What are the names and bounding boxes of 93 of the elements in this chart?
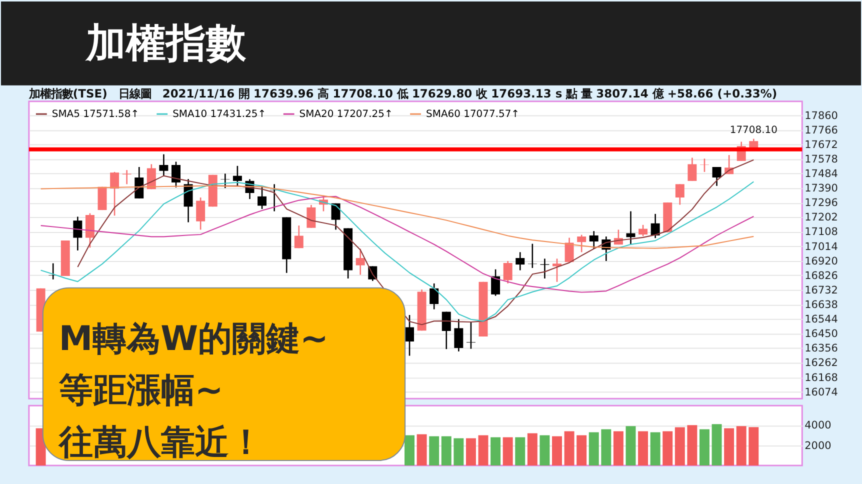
candlestick bbox=[577, 234, 586, 253]
line-series bbox=[40, 196, 754, 293]
bar bbox=[441, 436, 452, 466]
bar bbox=[650, 432, 660, 466]
y-tick-label: 17108 bbox=[804, 226, 838, 238]
bar bbox=[699, 429, 710, 466]
candlestick bbox=[650, 213, 660, 239]
candlestick bbox=[491, 268, 500, 296]
bar bbox=[552, 436, 562, 466]
y-tick-label: 16168 bbox=[804, 372, 838, 384]
candlestick bbox=[626, 210, 636, 246]
y-tick-label: 16544 bbox=[804, 314, 838, 326]
legend-label: SMA10 17431.25↑ bbox=[172, 109, 266, 120]
y-tick-label: 2000 bbox=[804, 440, 832, 452]
y-tick-label: 17578 bbox=[804, 153, 838, 166]
bar bbox=[724, 428, 734, 466]
candlestick bbox=[442, 311, 451, 350]
candlestick bbox=[184, 178, 193, 223]
candlestick bbox=[232, 165, 242, 187]
bar bbox=[416, 434, 427, 466]
candlestick bbox=[159, 154, 168, 176]
y-tick-label: 16074 bbox=[804, 386, 838, 398]
candlestick bbox=[405, 314, 414, 356]
bar bbox=[540, 435, 550, 466]
y-tick-label: 17766 bbox=[804, 124, 838, 136]
chart-subtitle: 加權指數(TSE) 日線圖 2021/11/16 開 17639.96 高 17708.10 低 17629.80 收 17693.13 s 點 量 3807.14 億 +58.66 (+0.33%) bbox=[28, 86, 778, 100]
legend-label: SMA60 17077.57↑ bbox=[426, 109, 520, 120]
bar bbox=[576, 435, 587, 466]
bar bbox=[502, 437, 513, 466]
bar bbox=[478, 435, 488, 466]
y-tick-label: 17390 bbox=[804, 182, 838, 195]
bar bbox=[564, 431, 574, 466]
candlestick bbox=[294, 224, 304, 249]
bar bbox=[454, 438, 464, 466]
y-tick-label: 17202 bbox=[804, 212, 838, 224]
y-tick-label: 16732 bbox=[804, 284, 838, 296]
annotation: 17708.10 bbox=[730, 124, 778, 136]
y-tick-label: 17672 bbox=[804, 138, 838, 151]
y-tick-label: 4000 bbox=[804, 420, 832, 432]
bar bbox=[515, 437, 526, 466]
y-tick-label: 17484 bbox=[804, 168, 838, 180]
y-tick-label: 17014 bbox=[804, 240, 838, 253]
candlestick bbox=[712, 166, 722, 187]
y-tick-label: 16450 bbox=[804, 328, 838, 340]
legend-label: SMA20 17207.25↑ bbox=[299, 109, 393, 120]
line-series bbox=[40, 181, 754, 322]
candlestick bbox=[503, 260, 512, 284]
bar bbox=[712, 424, 722, 466]
candlestick bbox=[110, 171, 120, 216]
candlestick bbox=[356, 248, 365, 276]
bar bbox=[601, 429, 612, 466]
bar bbox=[404, 435, 414, 466]
bar bbox=[736, 426, 746, 466]
y-tick-label: 17296 bbox=[804, 197, 838, 210]
bar bbox=[429, 436, 440, 466]
bar bbox=[588, 432, 599, 466]
bar bbox=[466, 438, 476, 466]
candlestick bbox=[700, 158, 709, 173]
candlestick bbox=[306, 204, 316, 228]
candlestick bbox=[430, 282, 439, 310]
bar bbox=[748, 427, 759, 466]
candlestick bbox=[589, 230, 598, 250]
annotation: M轉為W的關鍵~ 等距漲幅~ 往萬八靠近！ bbox=[58, 318, 328, 462]
candlestick bbox=[85, 212, 94, 248]
y-tick-label: 17860 bbox=[804, 110, 838, 122]
bar bbox=[626, 426, 636, 466]
candlestick bbox=[172, 161, 180, 188]
bar bbox=[613, 431, 624, 466]
legend-label: SMA5 17571.58↑ bbox=[52, 109, 140, 120]
candlestick bbox=[638, 224, 648, 237]
candlestick bbox=[516, 252, 525, 271]
candlestick bbox=[688, 157, 697, 182]
candlestick bbox=[454, 318, 464, 352]
bar bbox=[662, 431, 673, 466]
bar bbox=[638, 431, 648, 466]
candlestick bbox=[675, 184, 684, 206]
y-tick-label: 16826 bbox=[804, 270, 838, 282]
candlestick bbox=[73, 216, 82, 252]
candlestick bbox=[220, 172, 230, 189]
bar bbox=[687, 425, 698, 466]
bar bbox=[527, 433, 538, 466]
y-tick-label: 16356 bbox=[804, 342, 838, 355]
y-tick-label: 16262 bbox=[804, 357, 838, 370]
candlestick bbox=[196, 196, 206, 230]
y-tick-label: 16638 bbox=[804, 298, 838, 311]
candlestick bbox=[134, 166, 144, 200]
y-tick-label: 16920 bbox=[804, 255, 838, 268]
bar bbox=[674, 427, 685, 466]
candlestick bbox=[540, 258, 550, 280]
chart-title: 加權指數 bbox=[84, 20, 247, 66]
candlestick bbox=[258, 185, 267, 210]
bar bbox=[490, 437, 501, 466]
candlestick bbox=[466, 321, 476, 350]
